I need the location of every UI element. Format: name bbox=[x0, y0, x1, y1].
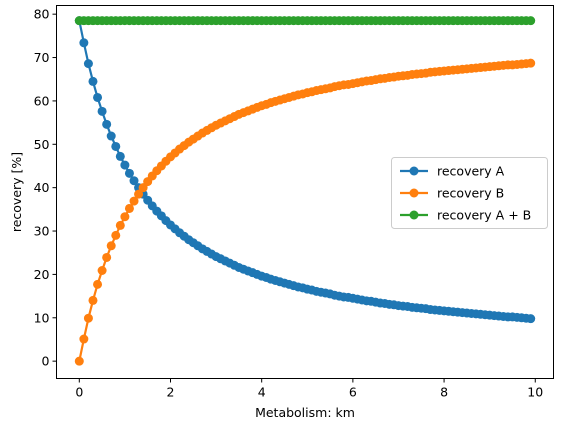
data-point-recovery-b bbox=[102, 252, 112, 262]
x-tick-label: 8 bbox=[440, 385, 448, 400]
data-point-recovery-b bbox=[134, 189, 144, 199]
series-recovery-b bbox=[74, 58, 536, 366]
data-point-recovery-a bbox=[120, 160, 130, 170]
x-tick-label: 10 bbox=[527, 385, 543, 400]
data-point-recovery-a bbox=[79, 38, 89, 48]
data-point-recovery-a bbox=[106, 131, 116, 141]
x-tick-label: 4 bbox=[258, 385, 266, 400]
legend-marker-recovery-a bbox=[409, 166, 419, 176]
legend-marker-recovery-a-plus-b bbox=[409, 210, 419, 220]
data-point-recovery-a bbox=[83, 59, 93, 69]
data-point-recovery-b bbox=[129, 196, 139, 206]
legend-label-recovery-a-plus-b: recovery A + B bbox=[437, 208, 531, 223]
plot-series bbox=[74, 16, 536, 366]
legend-box bbox=[391, 157, 548, 229]
x-tick-label: 0 bbox=[75, 385, 83, 400]
series-recovery-a-plus-b bbox=[74, 16, 536, 26]
y-tick-label: 60 bbox=[34, 93, 50, 108]
data-point-recovery-a bbox=[97, 106, 107, 116]
data-point-recovery-b bbox=[124, 203, 134, 213]
data-point-recovery-b bbox=[526, 58, 536, 68]
data-point-recovery-b bbox=[74, 356, 84, 366]
legend-marker-recovery-b bbox=[409, 188, 419, 198]
y-tick-label: 0 bbox=[42, 354, 50, 369]
data-point-recovery-a bbox=[102, 119, 112, 129]
data-point-recovery-a bbox=[124, 168, 134, 178]
data-point-recovery-b bbox=[97, 266, 107, 275]
data-point-recovery-a-plus-b bbox=[526, 16, 536, 26]
data-point-recovery-a bbox=[526, 314, 536, 324]
x-tick-label: 2 bbox=[167, 385, 175, 400]
axes-frame bbox=[56, 5, 554, 379]
series-recovery-a bbox=[74, 16, 536, 324]
y-tick-label: 80 bbox=[34, 7, 50, 22]
legend-label-recovery-b: recovery B bbox=[437, 186, 504, 201]
y-axis: 0 10 20 30 40 50 60 70 80 bbox=[34, 7, 57, 369]
data-point-recovery-b bbox=[106, 241, 116, 251]
data-point-recovery-a bbox=[115, 151, 125, 161]
y-tick-label: 70 bbox=[34, 50, 50, 65]
data-point-recovery-a bbox=[129, 176, 139, 186]
y-tick-label: 50 bbox=[34, 137, 50, 152]
data-point-recovery-a bbox=[111, 141, 121, 151]
data-point-recovery-b bbox=[111, 230, 121, 240]
data-point-recovery-a bbox=[93, 92, 103, 102]
y-tick-label: 30 bbox=[34, 224, 50, 239]
legend-label-recovery-a: recovery A bbox=[437, 164, 505, 179]
legend: recovery A recovery B recovery A + B bbox=[391, 157, 548, 229]
data-point-recovery-a bbox=[88, 76, 98, 86]
data-point-recovery-b bbox=[115, 220, 125, 230]
x-axis: 0 2 4 6 8 10 bbox=[75, 378, 543, 400]
x-axis-label: Metabolism: km bbox=[255, 405, 355, 420]
x-tick-label: 6 bbox=[349, 385, 357, 400]
data-point-recovery-b bbox=[83, 313, 93, 323]
data-point-recovery-b bbox=[93, 279, 103, 289]
y-axis-label: recovery [%] bbox=[9, 152, 24, 232]
y-tick-label: 10 bbox=[34, 310, 50, 325]
data-point-recovery-b bbox=[88, 295, 98, 305]
y-tick-label: 40 bbox=[34, 180, 50, 195]
data-point-recovery-b bbox=[79, 334, 89, 344]
y-tick-label: 20 bbox=[34, 267, 50, 282]
data-point-recovery-b bbox=[120, 212, 130, 222]
